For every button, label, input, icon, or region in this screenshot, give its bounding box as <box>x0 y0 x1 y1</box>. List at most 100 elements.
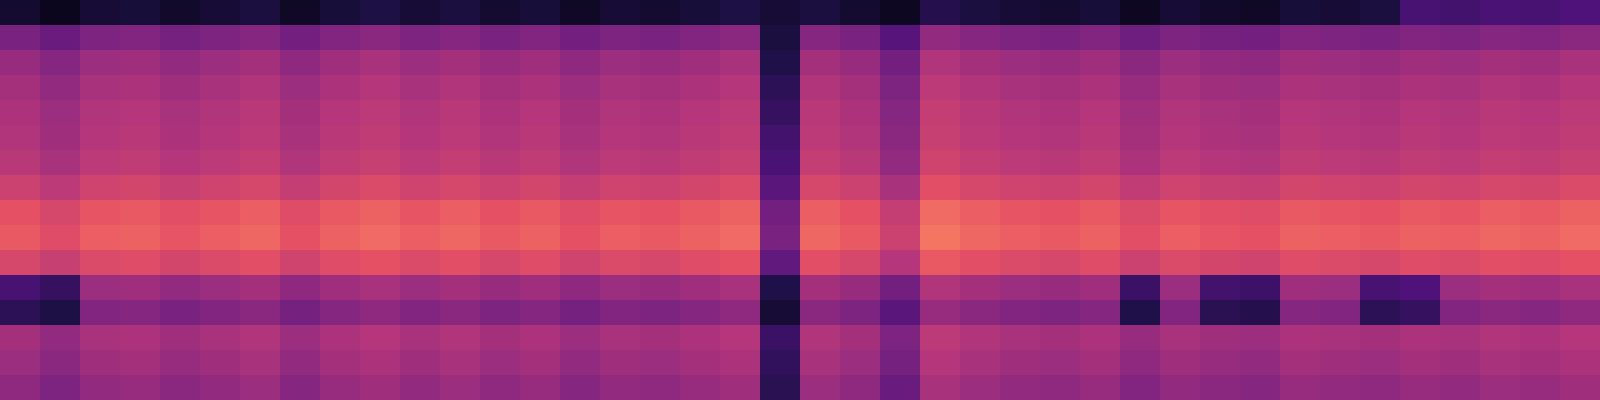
cell <box>1480 25 1521 51</box>
cell <box>840 275 881 301</box>
cell <box>560 275 601 301</box>
cell <box>960 350 1001 376</box>
cell <box>1520 300 1561 326</box>
cell <box>160 250 201 276</box>
cell <box>720 375 761 400</box>
cell <box>240 100 281 126</box>
cell <box>400 175 441 201</box>
cell <box>480 125 521 151</box>
cell <box>800 125 841 151</box>
cell <box>1200 250 1241 276</box>
cell <box>280 300 321 326</box>
cell <box>1120 325 1161 351</box>
cell <box>120 0 161 26</box>
cell <box>680 325 721 351</box>
cell <box>80 225 121 251</box>
cell <box>1200 100 1241 126</box>
cell <box>760 0 801 26</box>
cell <box>600 300 641 326</box>
cell <box>480 175 521 201</box>
cell <box>120 150 161 176</box>
cell <box>80 175 121 201</box>
cell <box>760 300 801 326</box>
cell <box>1160 50 1201 76</box>
cell <box>960 25 1001 51</box>
cell <box>960 150 1001 176</box>
cell <box>1280 50 1321 76</box>
cell <box>840 0 881 26</box>
cell <box>1120 300 1161 326</box>
cell <box>1160 125 1201 151</box>
cell <box>680 75 721 101</box>
cell <box>1160 325 1201 351</box>
cell <box>160 225 201 251</box>
cell <box>960 50 1001 76</box>
cell <box>480 375 521 400</box>
cell <box>560 125 601 151</box>
cell <box>160 150 201 176</box>
cell <box>160 100 201 126</box>
cell <box>1400 225 1441 251</box>
cell <box>240 325 281 351</box>
cell <box>1440 50 1481 76</box>
cell <box>1400 25 1441 51</box>
cell <box>1200 125 1241 151</box>
cell <box>560 25 601 51</box>
cell <box>1280 75 1321 101</box>
cell <box>640 50 681 76</box>
cell <box>240 275 281 301</box>
cell <box>360 375 401 400</box>
cell <box>320 200 361 226</box>
cell <box>880 175 921 201</box>
cell <box>920 150 961 176</box>
cell <box>280 200 321 226</box>
cell <box>800 175 841 201</box>
cell <box>320 250 361 276</box>
cell <box>1040 325 1081 351</box>
cell <box>1040 275 1081 301</box>
cell <box>1000 0 1041 26</box>
cell <box>960 100 1001 126</box>
cell <box>680 225 721 251</box>
cell <box>240 350 281 376</box>
cell <box>280 150 321 176</box>
cell <box>320 350 361 376</box>
cell <box>680 125 721 151</box>
cell <box>440 300 481 326</box>
cell <box>1480 350 1521 376</box>
cell <box>560 300 601 326</box>
cell <box>400 375 441 400</box>
cell <box>1200 325 1241 351</box>
cell <box>80 275 121 301</box>
cell <box>520 125 561 151</box>
cell <box>360 75 401 101</box>
cell <box>920 325 961 351</box>
spectrogram <box>0 0 1600 400</box>
cell <box>400 25 441 51</box>
cell <box>400 275 441 301</box>
cell <box>1240 75 1281 101</box>
cell <box>40 350 81 376</box>
cell <box>840 200 881 226</box>
cell <box>360 325 401 351</box>
cell <box>1560 275 1600 301</box>
cell <box>320 125 361 151</box>
cell <box>40 25 81 51</box>
cell <box>880 350 921 376</box>
cell <box>1560 250 1600 276</box>
cell <box>400 350 441 376</box>
cell <box>0 75 41 101</box>
cell <box>1440 300 1481 326</box>
cell <box>80 125 121 151</box>
cell <box>760 375 801 400</box>
cell <box>720 175 761 201</box>
cell <box>120 225 161 251</box>
cell <box>1320 275 1361 301</box>
cell <box>160 50 201 76</box>
cell <box>1360 375 1401 400</box>
cell <box>1520 350 1561 376</box>
cell <box>40 225 81 251</box>
cell <box>1080 125 1121 151</box>
cell <box>1480 325 1521 351</box>
cell <box>680 175 721 201</box>
